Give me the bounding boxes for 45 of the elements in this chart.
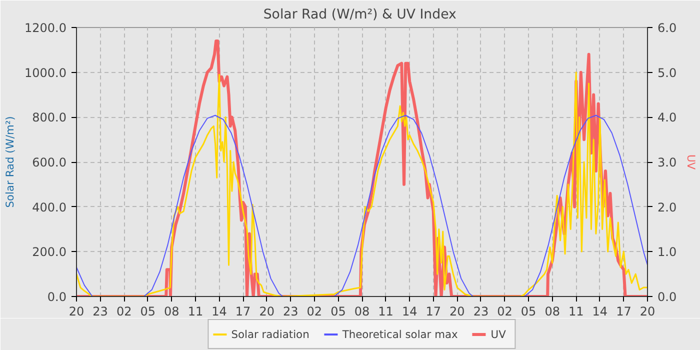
x-tick-label: 23 xyxy=(92,304,108,318)
x-tick-label: 08 xyxy=(354,304,370,318)
y2-tick-label: 1.0 xyxy=(658,245,677,260)
x-tick-label: 02 xyxy=(306,304,322,318)
x-tick-label: 17 xyxy=(616,304,632,318)
y2-tick-label: 5.0 xyxy=(658,66,677,80)
x-tick-label: 11 xyxy=(568,304,584,318)
x-tick-label: 05 xyxy=(520,304,536,318)
x-tick-label: 14 xyxy=(592,304,608,318)
legend-label: Solar radiation xyxy=(231,328,310,340)
y2-axis-title: UV xyxy=(684,154,698,170)
x-tick-label: 23 xyxy=(473,304,489,318)
x-tick-label: 20 xyxy=(68,304,84,318)
y-tick-label: 800.0 xyxy=(32,110,67,125)
y2-tick-label: 0.0 xyxy=(658,290,677,304)
y-tick-label: 200.0 xyxy=(32,245,67,260)
y-tick-label: 600.0 xyxy=(32,156,67,170)
x-tick-label: 17 xyxy=(426,304,442,318)
x-tick-label: 17 xyxy=(235,304,251,318)
x-tick-label: 20 xyxy=(640,304,656,318)
y-tick-label: 400.0 xyxy=(32,200,67,214)
legend-label: Theoretical solar max xyxy=(342,328,458,340)
x-tick-label: 14 xyxy=(212,304,227,318)
y2-tick-label: 2.0 xyxy=(658,200,677,214)
y-tick-label: 1000.0 xyxy=(24,66,67,80)
x-tick-label: 08 xyxy=(164,304,180,318)
x-tick-label: 23 xyxy=(282,304,298,318)
x-tick-label: 11 xyxy=(378,304,394,318)
x-tick-label: 08 xyxy=(544,304,560,318)
x-tick-label: 20 xyxy=(450,304,465,318)
chart-title: Solar Rad (W/m²) & UV Index xyxy=(263,8,457,22)
x-tick-label: 14 xyxy=(402,304,418,318)
y-tick-label: 0.0 xyxy=(47,290,67,304)
x-tick-label: 05 xyxy=(140,304,156,318)
x-tick-label: 02 xyxy=(116,304,132,318)
x-tick-label: 20 xyxy=(259,304,274,318)
y-axis-title: Solar Rad (W/m²) xyxy=(4,116,17,208)
y2-tick-label: 4.0 xyxy=(658,110,677,125)
y2-tick-label: 3.0 xyxy=(658,156,677,170)
x-tick-label: 05 xyxy=(330,304,346,318)
legend-label: UV xyxy=(490,328,507,340)
y-tick-label: 1200.0 xyxy=(24,21,67,35)
y2-tick-label: 6.0 xyxy=(658,21,677,35)
x-tick-label: 02 xyxy=(497,304,512,318)
x-tick-label: 11 xyxy=(188,304,204,318)
